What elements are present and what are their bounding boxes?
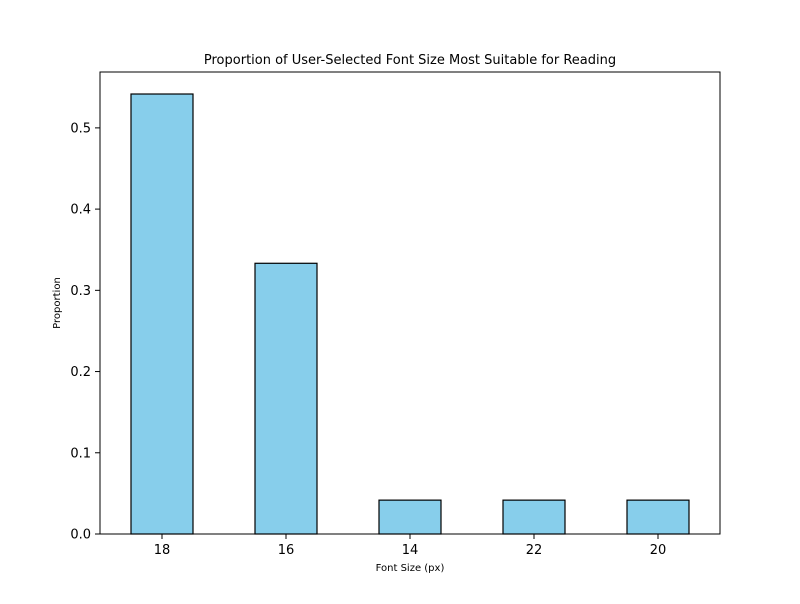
y-axis: 0.0 0.1 0.2 0.3 0.4 0.5	[70, 121, 100, 543]
bar-18	[130, 93, 194, 535]
bar-20	[626, 499, 690, 535]
y-tick-label-5: 0.5	[70, 121, 91, 136]
y-tick-label-2: 0.2	[70, 365, 91, 380]
x-tick-label-22: 22	[526, 543, 543, 558]
x-tick-label-20: 20	[650, 543, 667, 558]
x-tick-label-18: 18	[154, 543, 171, 558]
x-axis: 18 16 14 22 20	[154, 534, 667, 558]
bar-14	[378, 499, 442, 535]
bar-16	[254, 262, 318, 535]
y-tick-label-0: 0.0	[70, 528, 91, 543]
y-axis-label: Proportion	[52, 277, 63, 329]
chart-title: Proportion of User-Selected Font Size Mo…	[204, 53, 616, 68]
bars-layer	[130, 93, 690, 535]
bar-22	[502, 499, 566, 535]
x-axis-label: Font Size (px)	[376, 563, 445, 574]
x-tick-label-16: 16	[278, 543, 295, 558]
y-tick-label-3: 0.3	[70, 284, 91, 299]
plot-frame	[99, 71, 721, 535]
y-tick-label-4: 0.4	[70, 203, 91, 218]
x-tick-label-14: 14	[402, 543, 419, 558]
y-tick-label-1: 0.1	[70, 446, 91, 461]
